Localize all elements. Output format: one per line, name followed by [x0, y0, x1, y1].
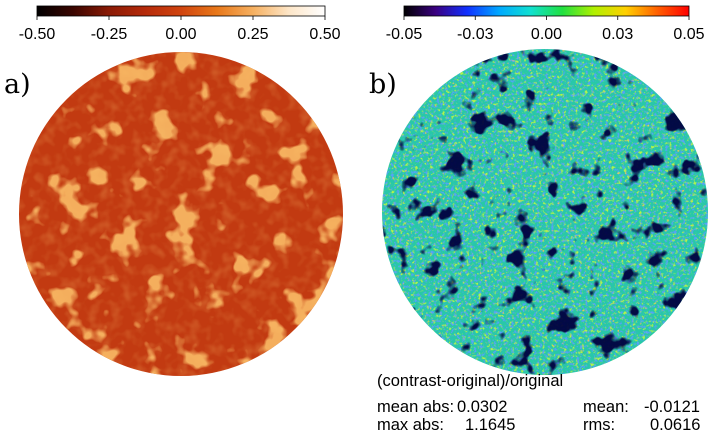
- colorbar-a-ticks: -0.50 -0.25 0.00 0.25 0.50: [19, 16, 341, 43]
- disk-a: [19, 52, 343, 376]
- stats-title: (contrast-original)/original: [377, 372, 564, 390]
- colorbar-tick-label: -0.25: [91, 26, 128, 43]
- colorbar-tick-label: 0.25: [237, 26, 268, 43]
- mean-value: -0.0121: [644, 398, 700, 416]
- colorbar-tick-label: 0.05: [673, 26, 704, 43]
- colorbar-tick-label: -0.50: [19, 26, 56, 43]
- colorbar-b-ticks: -0.05 -0.03 0.00 0.03 0.05: [386, 16, 705, 43]
- rms-label: rms:: [583, 416, 616, 434]
- colorbar-a-bar: [36, 5, 326, 17]
- colorbar-tick-label: -0.03: [457, 26, 494, 43]
- mean-abs-value: 0.0302: [457, 398, 508, 416]
- max-abs-label: max abs:: [377, 416, 444, 434]
- colorbar-tick-label: 0.50: [309, 26, 340, 43]
- colorbar-tick-label: 0.00: [165, 26, 196, 43]
- disk-b-dark-patches: [382, 49, 708, 375]
- panel-a-label: a): [4, 69, 31, 100]
- max-abs-value: 1.1645: [465, 416, 516, 434]
- colorbar-tick-label: 0.00: [531, 26, 562, 43]
- mean-abs-label: mean abs:: [377, 398, 455, 416]
- panel-b-label: b): [369, 69, 397, 100]
- colorbar-tick-label: 0.03: [602, 26, 633, 43]
- disk-b: [382, 49, 708, 375]
- disk-a-active-regions: [19, 52, 343, 376]
- colorbar-b: -0.05 -0.03 0.00 0.03 0.05: [386, 5, 705, 43]
- colorbar-a: -0.50 -0.25 0.00 0.25 0.50: [19, 5, 341, 43]
- mean-label: mean:: [583, 398, 629, 416]
- colorbar-b-bar: [403, 5, 690, 17]
- rms-value: 0.0616: [650, 416, 701, 434]
- colorbar-tick-label: -0.05: [386, 26, 423, 43]
